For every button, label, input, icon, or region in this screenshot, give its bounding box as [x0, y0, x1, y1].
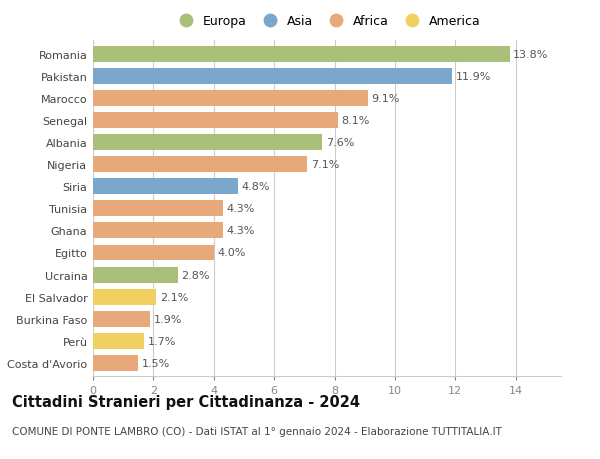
- Bar: [93, 47, 509, 62]
- Text: 2.1%: 2.1%: [160, 292, 188, 302]
- Text: 8.1%: 8.1%: [341, 116, 370, 126]
- Text: 4.3%: 4.3%: [226, 226, 255, 236]
- Text: 2.8%: 2.8%: [181, 270, 209, 280]
- Bar: [93, 91, 368, 106]
- Text: 4.8%: 4.8%: [242, 182, 270, 192]
- Legend: Europa, Asia, Africa, America: Europa, Asia, Africa, America: [173, 16, 481, 28]
- Text: Cittadini Stranieri per Cittadinanza - 2024: Cittadini Stranieri per Cittadinanza - 2…: [12, 394, 360, 409]
- Bar: [93, 355, 138, 371]
- Bar: [93, 223, 223, 239]
- Text: 7.6%: 7.6%: [326, 138, 355, 148]
- Text: 1.5%: 1.5%: [142, 358, 170, 368]
- Bar: [93, 245, 214, 261]
- Bar: [93, 289, 157, 305]
- Bar: [93, 69, 452, 84]
- Text: 1.9%: 1.9%: [154, 314, 182, 324]
- Bar: [93, 135, 322, 151]
- Bar: [93, 179, 238, 195]
- Text: 4.0%: 4.0%: [217, 248, 246, 258]
- Bar: [93, 201, 223, 217]
- Text: 7.1%: 7.1%: [311, 160, 340, 170]
- Bar: [93, 267, 178, 283]
- Text: 13.8%: 13.8%: [513, 50, 548, 60]
- Text: 11.9%: 11.9%: [456, 72, 491, 82]
- Text: 9.1%: 9.1%: [371, 94, 400, 104]
- Bar: [93, 311, 151, 327]
- Text: COMUNE DI PONTE LAMBRO (CO) - Dati ISTAT al 1° gennaio 2024 - Elaborazione TUTTI: COMUNE DI PONTE LAMBRO (CO) - Dati ISTAT…: [12, 426, 502, 436]
- Text: 1.7%: 1.7%: [148, 336, 176, 346]
- Bar: [93, 333, 145, 349]
- Bar: [93, 157, 307, 173]
- Text: 4.3%: 4.3%: [226, 204, 255, 214]
- Bar: [93, 113, 338, 129]
